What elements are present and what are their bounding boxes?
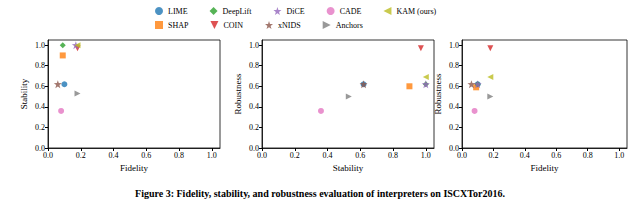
svg-text:1.0: 1.0 [449, 41, 459, 50]
svg-text:0.6: 0.6 [141, 151, 151, 160]
svg-text:COIN: COIN [223, 21, 243, 30]
svg-text:0.0: 0.0 [35, 143, 45, 153]
svg-text:0.4: 0.4 [35, 102, 45, 111]
svg-text:1.0: 1.0 [614, 151, 624, 160]
svg-text:1.0: 1.0 [35, 41, 45, 50]
svg-text:0.0: 0.0 [249, 143, 259, 153]
svg-text:0.8: 0.8 [388, 151, 398, 160]
svg-text:0.8: 0.8 [583, 151, 593, 160]
svg-text:xNIDS: xNIDS [278, 21, 301, 30]
svg-text:Stability: Stability [333, 163, 364, 173]
svg-text:Robustness: Robustness [233, 73, 243, 115]
svg-text:0.2: 0.2 [35, 123, 45, 132]
svg-text:0.2: 0.2 [488, 151, 498, 160]
svg-text:1.0: 1.0 [249, 41, 259, 50]
svg-text:SHAP: SHAP [168, 21, 189, 30]
svg-text:DeepLift: DeepLift [223, 7, 253, 16]
svg-text:0.0: 0.0 [449, 143, 459, 153]
svg-text:1.0: 1.0 [421, 151, 431, 160]
svg-text:0.8: 0.8 [449, 61, 459, 70]
svg-text:0.8: 0.8 [249, 61, 259, 70]
svg-text:0.8: 0.8 [174, 151, 184, 160]
svg-text:0.6: 0.6 [355, 151, 365, 160]
svg-text:0.6: 0.6 [249, 82, 259, 91]
svg-text:0.6: 0.6 [35, 82, 45, 91]
svg-text:0.8: 0.8 [35, 61, 45, 70]
svg-text:0.6: 0.6 [449, 82, 459, 91]
svg-text:CADE: CADE [340, 7, 362, 16]
svg-text:0.4: 0.4 [449, 102, 459, 111]
svg-text:0.2: 0.2 [290, 151, 300, 160]
svg-text:LIME: LIME [168, 7, 188, 16]
svg-text:Anchors: Anchors [336, 21, 363, 30]
svg-text:Figure 3: Fidelity, stability,: Figure 3: Fidelity, stability, and robus… [135, 188, 505, 199]
svg-text:Fidelity: Fidelity [530, 163, 559, 173]
svg-text:0.0: 0.0 [257, 151, 267, 160]
svg-text:0.4: 0.4 [520, 151, 530, 160]
svg-text:0.4: 0.4 [109, 151, 119, 160]
svg-text:DiCE: DiCE [286, 7, 304, 16]
svg-text:Stability: Stability [19, 78, 29, 109]
svg-text:0.0: 0.0 [43, 151, 53, 160]
svg-text:0.2: 0.2 [76, 151, 86, 160]
svg-text:0.4: 0.4 [249, 102, 259, 111]
svg-text:Robustness: Robustness [433, 73, 443, 115]
svg-text:0.2: 0.2 [249, 123, 259, 132]
svg-text:0.2: 0.2 [449, 123, 459, 132]
svg-text:Fidelity: Fidelity [120, 163, 149, 173]
svg-text:1.0: 1.0 [207, 151, 217, 160]
svg-text:0.0: 0.0 [457, 151, 467, 160]
svg-text:0.6: 0.6 [551, 151, 561, 160]
svg-text:KAM (ours): KAM (ours) [396, 7, 436, 16]
svg-text:0.4: 0.4 [323, 151, 333, 160]
